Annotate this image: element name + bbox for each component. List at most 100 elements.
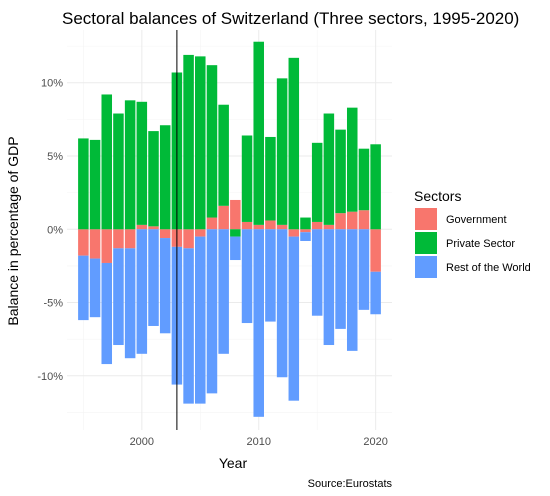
x-tick-label: 2020 xyxy=(363,436,387,448)
bar-private-sector-2013 xyxy=(288,57,300,230)
bar-private-sector-2002 xyxy=(159,125,171,230)
bar-government-2010 xyxy=(253,224,264,230)
bar-government-2006 xyxy=(206,217,218,230)
bar-rest-of-the-world-2010 xyxy=(253,229,264,417)
bar-government-1998 xyxy=(113,229,124,249)
bar-rest-of-the-world-2007 xyxy=(218,229,229,354)
legend: Sectors Government Private Sector Rest of … xyxy=(414,188,531,278)
bar-private-sector-2001 xyxy=(148,131,159,227)
bar-rest-of-the-world-2006 xyxy=(206,229,218,394)
legend-title: Sectors xyxy=(414,188,461,204)
bar-government-2000 xyxy=(136,224,148,230)
bar-government-2001 xyxy=(148,226,159,230)
bar-private-sector-2007 xyxy=(218,104,229,206)
bar-rest-of-the-world-2008 xyxy=(230,236,241,261)
bar-rest-of-the-world-2009 xyxy=(241,229,253,324)
caption: Source:Eurostats xyxy=(308,478,393,490)
bar-rest-of-the-world-1997 xyxy=(101,262,113,365)
bar-government-2008 xyxy=(230,199,241,230)
bar-government-2015 xyxy=(311,221,323,230)
bar-private-sector-2005 xyxy=(195,56,206,230)
bar-government-2007 xyxy=(218,205,229,230)
y-tick-label: 5% xyxy=(47,151,63,163)
bar-government-2004 xyxy=(183,229,194,249)
bar-private-sector-2019 xyxy=(358,148,370,211)
bar-private-sector-2017 xyxy=(335,129,346,214)
bar-government-2013 xyxy=(288,229,300,237)
y-tick-label: 10% xyxy=(41,78,63,90)
bar-private-sector-2012 xyxy=(276,78,288,225)
bar-private-sector-2009 xyxy=(241,135,253,222)
bar-government-2014 xyxy=(300,229,311,233)
legend-label: Rest of the World xyxy=(446,262,531,274)
bar-private-sector-2010 xyxy=(253,41,264,225)
bar-government-1999 xyxy=(124,229,136,249)
bar-rest-of-the-world-2002 xyxy=(159,238,171,334)
bar-rest-of-the-world-2018 xyxy=(346,229,358,351)
bar-government-2012 xyxy=(276,224,288,230)
y-axis-title: Balance in percentage of GDP xyxy=(5,136,21,325)
x-axis-ticks: 2000 2010 2020 xyxy=(130,436,388,448)
x-tick-label: 2000 xyxy=(130,436,154,448)
bar-private-sector-1995 xyxy=(78,138,89,230)
bar-government-2020 xyxy=(370,229,381,272)
x-axis-title: Year xyxy=(219,455,248,471)
bar-private-sector-2018 xyxy=(346,107,358,212)
plot-panel xyxy=(67,30,392,430)
bar-rest-of-the-world-1999 xyxy=(124,248,136,359)
bar-rest-of-the-world-2019 xyxy=(358,229,370,310)
legend-swatch-private-sector xyxy=(415,232,437,254)
bars xyxy=(78,41,381,417)
y-tick-label: 0% xyxy=(47,224,63,236)
bar-government-2002 xyxy=(159,229,171,239)
bar-private-sector-2004 xyxy=(183,54,194,230)
bar-private-sector-1998 xyxy=(113,113,124,230)
y-tick-label: -5% xyxy=(43,298,63,310)
bar-private-sector-2014 xyxy=(300,217,311,230)
bar-rest-of-the-world-2001 xyxy=(148,229,159,326)
bar-government-2019 xyxy=(358,210,370,230)
legend-items: Government Private Sector Rest of the Worl… xyxy=(415,208,531,278)
bar-rest-of-the-world-1998 xyxy=(113,248,124,346)
chart-title: Sectoral balances of Switzerland (Three … xyxy=(62,9,519,28)
bar-private-sector-2016 xyxy=(323,113,335,225)
bar-government-2011 xyxy=(265,220,276,230)
bar-rest-of-the-world-1995 xyxy=(78,255,89,321)
bar-private-sector-2020 xyxy=(370,144,381,230)
y-axis-ticks: -10% -5% 0% 5% 10% xyxy=(37,78,63,383)
bar-government-2018 xyxy=(346,211,358,230)
bar-rest-of-the-world-2004 xyxy=(183,248,194,404)
bar-government-1996 xyxy=(89,229,101,259)
legend-swatch-rest-of-the-world xyxy=(415,256,437,278)
bar-rest-of-the-world-2015 xyxy=(311,229,323,316)
legend-label: Private Sector xyxy=(446,238,515,250)
bar-private-sector-2008 xyxy=(230,229,241,237)
bar-rest-of-the-world-1996 xyxy=(89,258,101,318)
bar-private-sector-1997 xyxy=(101,94,113,230)
bar-rest-of-the-world-2012 xyxy=(276,229,288,378)
bar-rest-of-the-world-2013 xyxy=(288,236,300,401)
bar-rest-of-the-world-2017 xyxy=(335,229,346,329)
bar-rest-of-the-world-2014 xyxy=(300,232,311,241)
bar-government-2009 xyxy=(241,221,253,230)
bar-rest-of-the-world-2020 xyxy=(370,271,381,315)
legend-swatch-government xyxy=(415,208,437,230)
bar-private-sector-2000 xyxy=(136,101,148,225)
bar-private-sector-2011 xyxy=(265,136,276,221)
bar-government-2005 xyxy=(195,229,206,237)
bar-rest-of-the-world-2011 xyxy=(265,229,276,322)
bar-private-sector-2006 xyxy=(206,65,218,218)
x-tick-label: 2010 xyxy=(246,436,270,448)
bar-private-sector-1996 xyxy=(89,139,101,230)
bar-private-sector-2015 xyxy=(311,142,323,222)
y-tick-label: -10% xyxy=(37,371,63,383)
bar-rest-of-the-world-2005 xyxy=(195,236,206,404)
bar-government-2017 xyxy=(335,213,346,230)
bar-government-2016 xyxy=(323,224,335,230)
bar-government-1997 xyxy=(101,229,113,263)
legend-label: Government xyxy=(446,214,507,226)
bar-private-sector-1999 xyxy=(124,100,136,230)
bar-rest-of-the-world-2000 xyxy=(136,229,148,354)
bar-rest-of-the-world-2016 xyxy=(323,229,335,346)
